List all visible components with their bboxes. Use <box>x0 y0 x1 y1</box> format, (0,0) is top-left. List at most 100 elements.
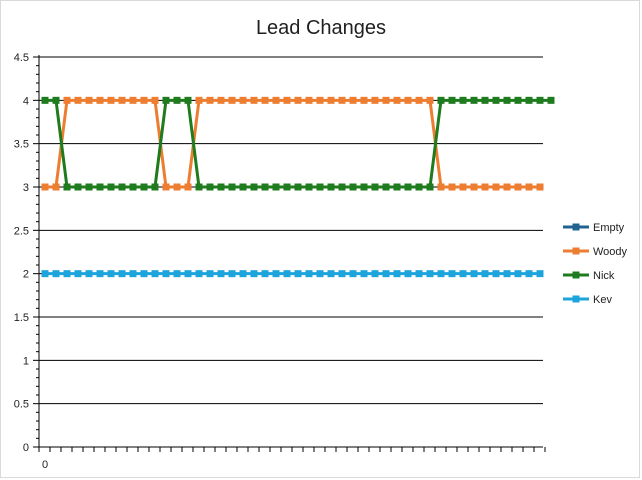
data-point-kev <box>415 270 423 278</box>
data-point-kev <box>492 270 500 278</box>
data-point-nick <box>272 183 280 191</box>
data-point-kev <box>316 270 324 278</box>
data-point-nick <box>382 183 390 191</box>
data-point-woody <box>437 183 445 191</box>
data-point-nick <box>316 183 324 191</box>
data-point-nick <box>107 183 115 191</box>
data-point-nick <box>360 183 368 191</box>
data-point-kev <box>393 270 401 278</box>
data-point-woody <box>481 183 489 191</box>
y-tick-label: 4 <box>23 95 29 107</box>
legend-label-empty: Empty <box>593 222 625 234</box>
data-point-woody <box>74 96 82 104</box>
y-tick-label: 1 <box>23 355 29 367</box>
data-point-kev <box>228 270 236 278</box>
data-point-kev <box>294 270 302 278</box>
data-point-nick <box>85 183 93 191</box>
legend-label-kev: Kev <box>593 294 612 306</box>
data-point-kev <box>162 270 170 278</box>
data-point-kev <box>404 270 412 278</box>
series-lines <box>41 96 555 278</box>
data-point-nick <box>393 183 401 191</box>
data-point-kev <box>217 270 225 278</box>
data-point-woody <box>162 183 170 191</box>
data-point-kev <box>382 270 390 278</box>
data-point-kev <box>327 270 335 278</box>
data-point-nick <box>239 183 247 191</box>
legend: Empty Woody Nick Kev <box>563 222 628 306</box>
data-point-nick <box>250 183 258 191</box>
legend-marker-woody <box>572 247 580 255</box>
data-point-woody <box>63 96 71 104</box>
legend-label-nick: Nick <box>593 270 615 282</box>
data-point-woody <box>52 183 60 191</box>
data-point-woody <box>316 96 324 104</box>
data-point-kev <box>283 270 291 278</box>
data-point-woody <box>415 96 423 104</box>
data-point-kev <box>305 270 313 278</box>
data-point-nick <box>426 183 434 191</box>
data-point-woody <box>459 183 467 191</box>
data-point-woody <box>470 183 478 191</box>
data-point-woody <box>151 96 159 104</box>
data-point-kev <box>96 270 104 278</box>
data-point-nick <box>371 183 379 191</box>
legend-label-woody: Woody <box>593 246 628 258</box>
data-point-nick <box>503 96 511 104</box>
data-point-woody <box>338 96 346 104</box>
data-point-woody <box>360 96 368 104</box>
data-point-nick <box>162 96 170 104</box>
data-point-nick <box>481 96 489 104</box>
data-point-woody <box>404 96 412 104</box>
data-point-kev <box>140 270 148 278</box>
data-point-kev <box>52 270 60 278</box>
data-point-kev <box>272 270 280 278</box>
data-point-kev <box>470 270 478 278</box>
data-point-kev <box>107 270 115 278</box>
data-point-nick <box>228 183 236 191</box>
data-point-nick <box>525 96 533 104</box>
data-point-woody <box>393 96 401 104</box>
data-point-nick <box>151 183 159 191</box>
y-tick-label: 3 <box>23 182 29 194</box>
data-point-woody <box>184 183 192 191</box>
data-point-nick <box>140 183 148 191</box>
data-point-kev <box>514 270 522 278</box>
data-point-woody <box>96 96 104 104</box>
data-point-nick <box>173 96 181 104</box>
y-tick-label: 2.5 <box>14 225 29 237</box>
data-point-kev <box>173 270 181 278</box>
data-point-kev <box>437 270 445 278</box>
data-point-woody <box>261 96 269 104</box>
data-point-woody <box>371 96 379 104</box>
axes: 0 0.5 1 1.5 2 2.5 3 3.5 4 4.5 0 <box>14 52 546 471</box>
data-point-woody <box>294 96 302 104</box>
y-tick-label: 1.5 <box>14 312 29 324</box>
data-point-kev <box>250 270 258 278</box>
data-point-kev <box>63 270 71 278</box>
data-point-kev <box>536 270 544 278</box>
data-point-woody <box>382 96 390 104</box>
data-point-kev <box>239 270 247 278</box>
data-point-nick <box>349 183 357 191</box>
data-point-woody <box>239 96 247 104</box>
data-point-woody <box>514 183 522 191</box>
data-point-nick <box>261 183 269 191</box>
data-point-woody <box>349 96 357 104</box>
data-point-kev <box>74 270 82 278</box>
data-point-kev <box>525 270 533 278</box>
data-point-nick <box>184 96 192 104</box>
legend-marker-nick <box>572 271 580 279</box>
data-point-woody <box>107 96 115 104</box>
data-point-kev <box>85 270 93 278</box>
data-point-kev <box>41 270 49 278</box>
data-point-nick <box>327 183 335 191</box>
data-point-nick <box>305 183 313 191</box>
data-point-kev <box>195 270 203 278</box>
data-point-woody <box>305 96 313 104</box>
y-tick-label: 2 <box>23 269 29 281</box>
y-tick-label: 4.5 <box>14 52 29 64</box>
data-point-woody <box>85 96 93 104</box>
